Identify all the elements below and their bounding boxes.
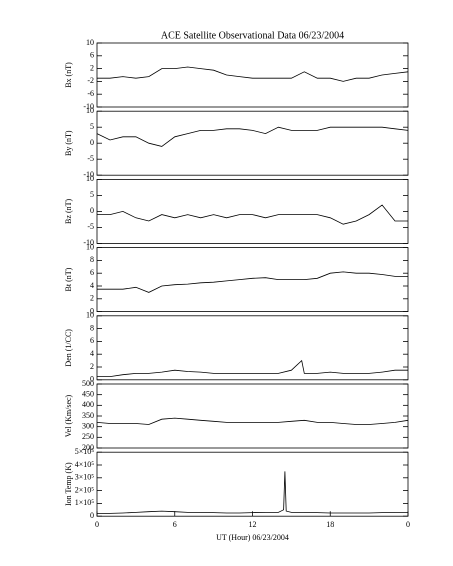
y-axis-label: Bx (nT): [64, 62, 73, 88]
panel-frame: [96, 383, 409, 449]
data-line: [96, 471, 408, 514]
panel-frame: [96, 110, 409, 176]
y-tick-label: -2: [87, 76, 94, 85]
y-tick-label: 10: [86, 242, 94, 251]
y-tick-label: 6: [90, 268, 94, 277]
y-tick-label: -5: [87, 222, 94, 231]
y-tick-label: 4×10⁵: [75, 460, 95, 469]
y-tick-label: 350: [82, 411, 94, 420]
y-tick-label: -6: [87, 89, 94, 98]
data-line: [96, 417, 409, 425]
x-axis-label: UT (Hour) 06/23/2004: [216, 533, 289, 542]
y-tick-label: 2×10⁵: [75, 485, 95, 494]
x-tick-label: 6: [173, 520, 177, 529]
data-line: [97, 271, 408, 293]
y-tick-label: -5: [87, 154, 94, 163]
y-axis-label: Bt (nT): [64, 267, 73, 291]
y-tick-label: 10: [86, 311, 94, 320]
y-tick-label: 10: [86, 106, 94, 115]
y-tick-label: 250: [82, 432, 94, 441]
y-tick-label: 0: [90, 375, 94, 384]
y-tick-label: -10: [83, 238, 94, 247]
y-tick-label: 400: [82, 400, 94, 409]
x-tick-label: 0: [95, 520, 99, 529]
y-tick-label: 6: [90, 51, 94, 60]
y-tick-label: 500: [82, 379, 94, 388]
y-tick-label: -10: [83, 102, 94, 111]
data-line: [97, 204, 408, 225]
y-tick-label: 2: [90, 294, 94, 303]
y-tick-label: 2: [90, 63, 94, 72]
y-tick-label: 10: [86, 38, 94, 47]
y-tick-label: 3×10⁵: [75, 473, 95, 482]
panel-frame: [96, 42, 409, 108]
y-tick-label: 4: [90, 281, 94, 290]
y-tick-label: 300: [82, 421, 94, 430]
y-axis-label: Den (1/CC): [64, 329, 73, 367]
y-tick-label: 200: [82, 443, 94, 452]
y-tick-label: 450: [82, 389, 94, 398]
y-tick-label: 1×10⁵: [75, 498, 95, 507]
y-tick-label: 8: [90, 255, 94, 264]
y-axis-label: Ion Temp (K): [64, 462, 73, 506]
panel-frame: [96, 315, 409, 381]
x-tick-label: 18: [326, 520, 334, 529]
y-tick-label: 0: [90, 206, 94, 215]
panel-frame: [96, 247, 409, 313]
y-tick-label: 5: [90, 122, 94, 131]
y-tick-label: 10: [86, 174, 94, 183]
y-tick-label: 4: [90, 349, 94, 358]
data-line: [96, 126, 409, 147]
y-axis-label: By (nT): [64, 130, 73, 156]
y-axis-label: Vel (Km/sec): [64, 394, 73, 437]
y-tick-label: -10: [83, 170, 94, 179]
y-axis-label: Bz (nT): [64, 199, 73, 224]
y-tick-label: 2: [90, 362, 94, 371]
panel-frame: [96, 451, 409, 517]
panel-frame: [96, 178, 409, 244]
y-tick-label: 8: [90, 323, 94, 332]
data-line: [97, 359, 408, 377]
y-tick-label: 5×10⁵: [75, 447, 95, 456]
x-tick-label: 12: [249, 520, 257, 529]
y-tick-label: 6: [90, 336, 94, 345]
y-tick-label: 0: [90, 138, 94, 147]
y-tick-label: 0: [90, 511, 94, 520]
chart-title: ACE Satellite Observational Data 06/23/2…: [161, 30, 344, 41]
data-line: [97, 66, 409, 82]
y-tick-label: 5: [90, 190, 94, 199]
y-tick-label: 0: [90, 306, 94, 315]
x-tick-label: 0: [406, 520, 410, 529]
